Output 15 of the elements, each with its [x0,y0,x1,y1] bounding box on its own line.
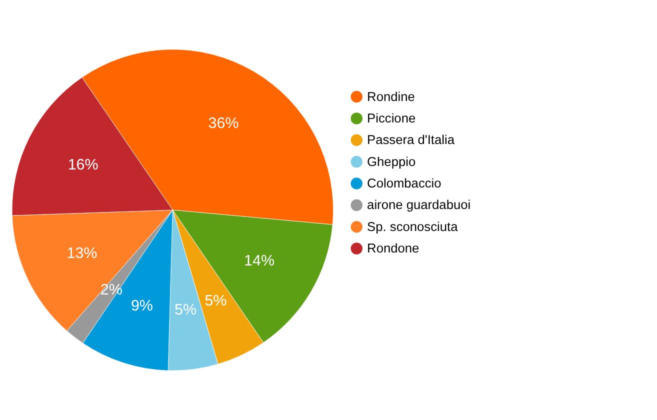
data-label: 36% [208,115,240,132]
legend-label: Piccione [367,110,416,126]
legend-label: Rondone [367,240,420,256]
legend-label: Rondine [367,88,415,104]
data-label: 5% [174,301,198,318]
data-label: 16% [68,156,99,174]
data-label: 9% [130,297,154,314]
legend-label: Colombaccio [367,176,442,191]
legend-label: Gheppio [367,154,416,169]
legend-label: Passera d'Italia [367,132,456,148]
data-label: 14% [244,252,275,270]
legend-label: airone guardabuoi [367,197,471,212]
legend-label: Sp. sconosciuta [367,218,459,234]
data-label: 13% [66,244,98,262]
data-label: 5% [204,292,228,310]
